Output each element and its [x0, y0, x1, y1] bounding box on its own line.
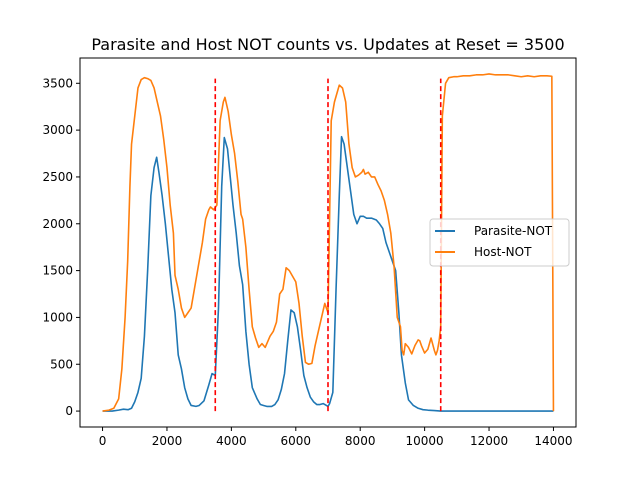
y-tick-label: 2000	[42, 217, 73, 231]
plot-area-frame	[79, 57, 577, 428]
x-tick-label: 0	[99, 434, 107, 448]
chart-title: Parasite and Host NOT counts vs. Updates…	[91, 35, 564, 54]
x-axis: 0 2000 4000 6000 8000 10000 12000 14000	[99, 427, 573, 448]
y-tick-label: 1000	[42, 310, 73, 324]
y-tick-label: 500	[50, 357, 73, 371]
x-tick-label: 4000	[216, 434, 247, 448]
legend-label-parasite: Parasite-NOT	[474, 224, 553, 238]
y-tick-label: 0	[65, 404, 73, 418]
legend-box	[429, 218, 570, 267]
series-line-host-not	[102, 73, 555, 412]
legend: Parasite-NOT Host-NOT	[429, 218, 570, 267]
y-axis: 0 500 1000 1500 2000 2500 3000 3500	[42, 76, 80, 418]
x-tick-label: 2000	[152, 434, 183, 448]
y-tick-label: 3500	[42, 76, 73, 90]
x-tick-label: 6000	[281, 434, 312, 448]
y-tick-label: 2500	[42, 170, 73, 184]
series-line-parasite-not	[102, 135, 554, 412]
y-tick-label: 1500	[42, 264, 73, 278]
plot-lines	[102, 73, 555, 412]
legend-label-host: Host-NOT	[474, 245, 532, 259]
y-tick-label: 3000	[42, 123, 73, 137]
x-tick-label: 14000	[534, 434, 572, 448]
x-tick-label: 12000	[470, 434, 508, 448]
x-tick-label: 8000	[345, 434, 376, 448]
x-tick-label: 10000	[406, 434, 444, 448]
